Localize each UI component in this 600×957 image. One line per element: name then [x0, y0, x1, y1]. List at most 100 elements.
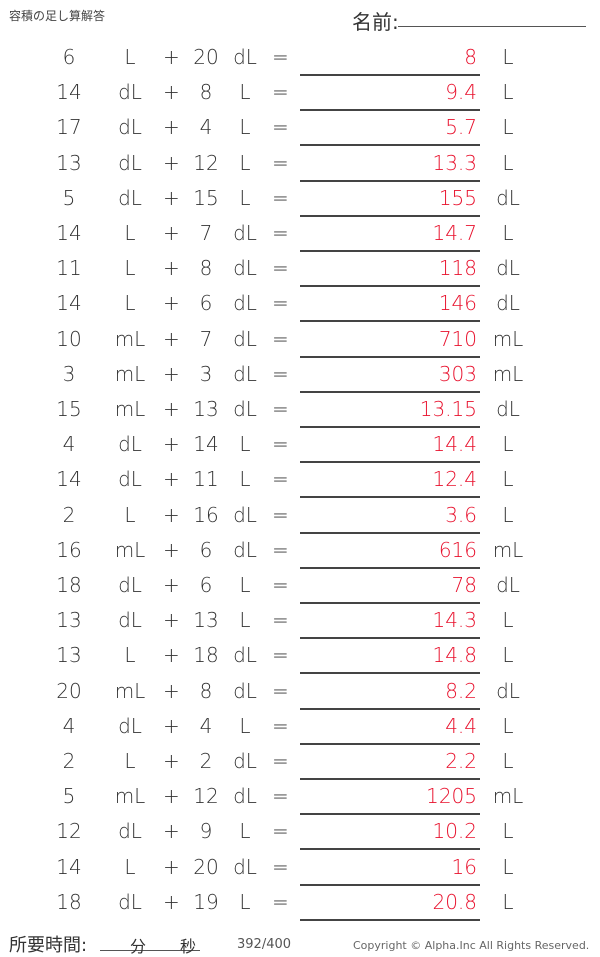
second-unit: L	[239, 573, 251, 597]
answer: 710	[438, 326, 477, 351]
answer-line[interactable]	[300, 250, 480, 252]
plus-sign: +	[163, 854, 180, 879]
first-quantity: 2	[62, 749, 76, 773]
answer-line[interactable]	[300, 426, 480, 428]
problem-row: 4 dL +4 L = 4.4 L	[0, 714, 600, 749]
problem-row: 10 mL +7 dL = 710 mL	[0, 327, 600, 362]
answer-unit: L	[502, 713, 514, 738]
equals-sign: =	[272, 361, 289, 386]
plus-sign: +	[163, 749, 180, 773]
answer: 13.3	[432, 150, 477, 175]
plus-sign: +	[163, 713, 180, 738]
first-quantity: 3	[62, 361, 76, 386]
first-quantity: 13	[56, 643, 82, 668]
problem-row: 12 dL +9 L = 10.2 L	[0, 819, 600, 854]
first-quantity: 18	[56, 573, 82, 597]
answer: 146	[438, 291, 477, 316]
answer-line[interactable]	[300, 285, 480, 288]
answer: 13.15	[419, 397, 477, 421]
problem-row: 14 L +20 dL = 16 L	[0, 855, 600, 890]
answer-line[interactable]	[300, 144, 480, 147]
answer: 4.4	[445, 713, 477, 738]
answer: 10.2	[432, 819, 477, 844]
answer-line[interactable]	[300, 848, 480, 851]
answer-line[interactable]	[300, 707, 480, 710]
time-label: 所要時間:	[9, 935, 88, 956]
name-field[interactable]	[398, 26, 586, 27]
second-quantity: 20	[193, 45, 219, 69]
problem-row: 13 L +18 dL = 14.8 L	[0, 643, 600, 678]
second-quantity: 9	[199, 819, 213, 844]
first-quantity: 4	[62, 432, 76, 457]
second-unit: dL	[233, 326, 257, 351]
answer-line[interactable]	[300, 778, 480, 780]
answer-unit: mL	[492, 361, 524, 386]
answer-line[interactable]	[300, 531, 480, 534]
second-unit: L	[239, 713, 251, 738]
first-unit: mL	[114, 784, 146, 809]
second-quantity: 20	[193, 854, 219, 879]
first-unit: L	[124, 643, 136, 668]
answer-unit: mL	[492, 537, 524, 562]
second-unit: dL	[233, 221, 257, 245]
second-quantity: 7	[199, 326, 213, 351]
answer-unit: L	[502, 608, 514, 633]
answer-line[interactable]	[300, 918, 480, 921]
problem-row: 13 dL +13 L = 14.3 L	[0, 608, 600, 643]
answer-line[interactable]	[300, 602, 480, 604]
answer-line[interactable]	[300, 742, 480, 745]
plus-sign: +	[163, 45, 180, 69]
answer-line[interactable]	[300, 461, 480, 464]
first-quantity: 13	[56, 150, 82, 175]
answer-line[interactable]	[300, 320, 480, 323]
first-unit: dL	[118, 889, 142, 914]
problem-row: 4 dL +14 L = 14.4 L	[0, 432, 600, 467]
plus-sign: +	[163, 80, 180, 105]
answer-line[interactable]	[300, 355, 480, 358]
answer-line[interactable]	[300, 74, 480, 76]
plus-sign: +	[163, 326, 180, 351]
second-unit: dL	[233, 256, 257, 281]
answer: 14.8	[432, 643, 477, 668]
time-field[interactable]	[100, 950, 200, 951]
answer-line[interactable]	[300, 179, 480, 182]
second-quantity: 12	[193, 150, 219, 175]
answer-unit: dL	[496, 573, 520, 597]
answer: 12.4	[432, 467, 477, 492]
first-unit: dL	[118, 185, 142, 210]
answer-line[interactable]	[300, 566, 480, 569]
answer-line[interactable]	[300, 496, 480, 499]
first-unit: dL	[118, 573, 142, 597]
answer-line[interactable]	[300, 214, 480, 217]
first-quantity: 4	[62, 713, 76, 738]
first-unit: dL	[118, 819, 142, 844]
answer-line[interactable]	[300, 672, 480, 675]
second-quantity: 12	[193, 784, 219, 809]
answer: 2.2	[445, 749, 477, 773]
answer-line[interactable]	[300, 637, 480, 640]
answer: 155	[438, 185, 477, 210]
answer-line[interactable]	[300, 883, 480, 886]
equals-sign: =	[272, 185, 289, 210]
second-unit: L	[239, 889, 251, 914]
problem-row: 18 dL +6 L = 78 dL	[0, 573, 600, 608]
second-quantity: 11	[193, 467, 219, 492]
plus-sign: +	[163, 221, 180, 245]
problem-row: 20 mL +8 dL = 8.2 dL	[0, 679, 600, 714]
second-unit: dL	[233, 678, 257, 703]
second-unit: L	[239, 432, 251, 457]
answer: 8.2	[445, 678, 477, 703]
equals-sign: =	[272, 150, 289, 175]
plus-sign: +	[163, 361, 180, 386]
answer-line[interactable]	[300, 813, 480, 816]
plus-sign: +	[163, 432, 180, 457]
plus-sign: +	[163, 573, 180, 597]
answer-line[interactable]	[300, 390, 480, 393]
problem-row: 14 dL +11 L = 12.4 L	[0, 467, 600, 502]
answer-line[interactable]	[300, 109, 480, 112]
first-unit: dL	[118, 150, 142, 175]
plus-sign: +	[163, 784, 180, 809]
answer: 303	[438, 361, 477, 386]
first-quantity: 6	[62, 45, 76, 69]
answer: 8	[464, 45, 477, 69]
